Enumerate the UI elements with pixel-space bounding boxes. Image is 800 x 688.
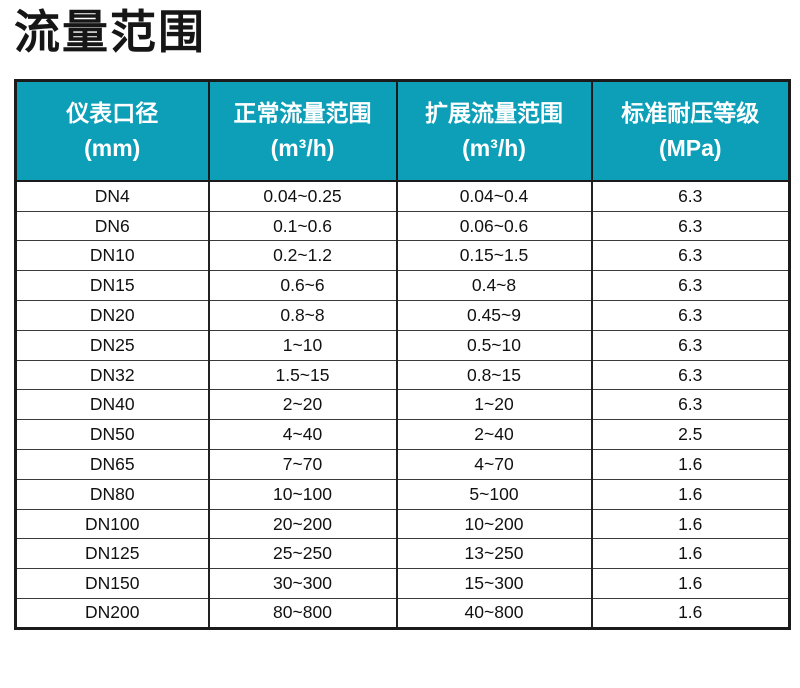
table-cell: DN10 [14,240,210,272]
table-row: DN125 25~250 13~250 1.6 [14,538,791,570]
table-cell: 4~70 [395,449,593,480]
header-row: 仪表口径 (mm) 正常流量范围 (m³/h) 扩展流量范围 (m³/h) 标准… [14,79,791,183]
column-unit: (m³/h) [462,135,526,162]
table-cell: 0.5~10 [395,329,593,361]
table-cell: 6.3 [590,359,791,391]
column-unit: (mm) [84,135,141,162]
column-unit: (MPa) [658,135,722,162]
table-cell: 0.4~8 [395,270,593,302]
table-row: DN10 0.2~1.2 0.15~1.5 6.3 [14,240,791,272]
column-unit: (m³/h) [270,135,335,162]
table-cell: 1.6 [590,598,791,629]
table-cell: DN80 [14,478,210,510]
table-cell: DN4 [14,180,210,212]
table-cell: 0.15~1.5 [395,240,593,272]
table-cell: 1.6 [590,508,791,540]
table-cell: 7~70 [207,449,398,480]
table-row: DN6 0.1~0.6 0.06~0.6 6.3 [14,210,791,242]
table-row: DN25 1~10 0.5~10 6.3 [14,329,791,361]
table-cell: 6.3 [590,329,791,361]
table-cell: DN150 [14,568,210,600]
table-cell: 0.04~0.25 [207,180,398,212]
table-cell: 10~100 [207,478,398,510]
table-cell: 25~250 [207,538,398,570]
page-title: 流量范围 [14,6,206,58]
table-cell: 0.45~9 [395,300,593,331]
table-cell: 4~40 [207,419,398,451]
table-cell: 1~20 [395,389,593,421]
table-cell: 1.6 [590,449,791,480]
table-body: DN4 0.04~0.25 0.04~0.4 6.3 DN6 0.1~0.6 0.06~0.… [14,180,791,629]
table-cell: 0.06~0.6 [395,210,593,242]
table-cell: 0.1~0.6 [207,210,398,242]
table-row: DN100 20~200 10~200 1.6 [14,508,791,540]
table-cell: DN100 [14,508,210,540]
flow-range-table: 仪表口径 (mm) 正常流量范围 (m³/h) 扩展流量范围 (m³/h) 标准… [14,78,791,630]
table-cell: 6.3 [590,389,791,421]
table-cell: DN200 [14,598,210,629]
table-cell: 2~40 [395,419,593,451]
table-cell: 0.2~1.2 [207,240,398,272]
table-cell: DN65 [14,449,210,480]
table-cell: 1.6 [590,538,791,570]
table-row: DN4 0.04~0.25 0.04~0.4 6.3 [14,180,791,212]
table-cell: 1.5~15 [207,359,398,391]
table-cell: 10~200 [395,508,593,540]
table-cell: DN20 [14,300,210,331]
table-cell: 0.8~8 [207,300,398,331]
table-cell: DN40 [14,389,210,421]
table-cell: 6.3 [590,210,791,242]
column-header-extended-flow: 扩展流量范围 (m³/h) [395,79,593,183]
table-row: DN80 10~100 5~100 1.6 [14,478,791,510]
column-label: 扩展流量范围 [425,99,563,126]
table-row: DN15 0.6~6 0.4~8 6.3 [14,270,791,302]
table-cell: 1~10 [207,329,398,361]
table-cell: 6.3 [590,270,791,302]
table-row: DN150 30~300 15~300 1.6 [14,568,791,600]
table-cell: DN15 [14,270,210,302]
column-label: 正常流量范围 [233,99,372,126]
table-cell: DN32 [14,359,210,391]
table-cell: 6.3 [590,240,791,272]
table-cell: 2~20 [207,389,398,421]
table-cell: 0.6~6 [207,270,398,302]
table-cell: 1.6 [590,568,791,600]
table-cell: 13~250 [395,538,593,570]
table-cell: 40~800 [395,598,593,629]
table-cell: 15~300 [395,568,593,600]
table-row: DN65 7~70 4~70 1.6 [14,449,791,480]
table-row: DN200 80~800 40~800 1.6 [14,598,791,629]
table-cell: 0.04~0.4 [395,180,593,212]
table-cell: 1.6 [590,478,791,510]
table-cell: 0.8~15 [395,359,593,391]
table-cell: 5~100 [395,478,593,510]
column-header-normal-flow: 正常流量范围 (m³/h) [207,79,398,183]
table-cell: 30~300 [207,568,398,600]
table-cell: 20~200 [207,508,398,540]
table-cell: 80~800 [207,598,398,629]
table-row: DN20 0.8~8 0.45~9 6.3 [14,300,791,331]
table-cell: DN6 [14,210,210,242]
table-row: DN32 1.5~15 0.8~15 6.3 [14,359,791,391]
table-cell: DN25 [14,329,210,361]
table-cell: 2.5 [590,419,791,451]
column-label: 仪表口径 [66,99,159,126]
table-cell: 6.3 [590,300,791,331]
column-header-pressure-rating: 标准耐压等级 (MPa) [590,79,791,183]
table-row: DN40 2~20 1~20 6.3 [14,389,791,421]
table-cell: DN125 [14,538,210,570]
table-cell: 6.3 [590,180,791,212]
table-row: DN50 4~40 2~40 2.5 [14,419,791,451]
column-label: 标准耐压等级 [621,99,760,126]
table-cell: DN50 [14,419,210,451]
column-header-diameter: 仪表口径 (mm) [14,79,210,183]
